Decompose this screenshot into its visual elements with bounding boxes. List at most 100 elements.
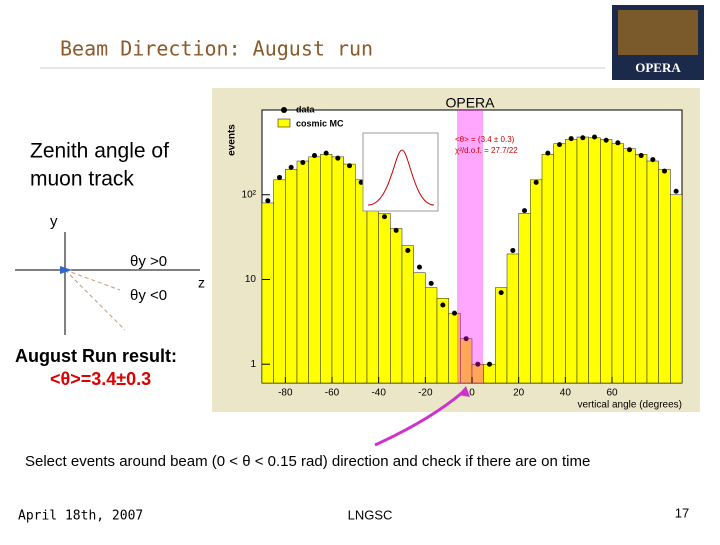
selection-band	[457, 110, 483, 383]
bar	[401, 245, 414, 384]
data-point	[522, 208, 527, 214]
x-tick-label: -80	[278, 388, 293, 399]
data-point	[545, 150, 551, 156]
data-point	[440, 302, 446, 308]
bar	[623, 148, 636, 384]
data-point	[277, 174, 282, 180]
data-point	[603, 137, 609, 143]
track-neg	[64, 269, 121, 291]
annotation: χ²/d.o.f. = 27.7/22	[455, 146, 518, 155]
legend-swatch	[277, 118, 291, 128]
bar	[576, 136, 589, 384]
x-tick-label: 20	[513, 388, 525, 399]
venue: LNGSC	[348, 507, 393, 522]
data-point	[335, 155, 341, 161]
data-point	[452, 310, 457, 316]
data-point	[510, 247, 516, 253]
data-point	[498, 290, 504, 296]
bar	[483, 363, 496, 384]
data-point	[358, 179, 364, 185]
data-point	[428, 280, 434, 286]
bar	[553, 143, 566, 384]
data-point	[405, 247, 411, 253]
bar	[296, 160, 309, 384]
data-point	[393, 227, 399, 233]
caption: Select events around beam (0 < θ < 0.15 …	[25, 453, 590, 470]
bar	[331, 156, 344, 384]
y-tick-label: 10²	[242, 189, 257, 200]
data-point	[417, 264, 422, 270]
y-tick-label: 10	[245, 274, 257, 285]
data-point	[662, 168, 667, 174]
x-tick-label: -20	[418, 388, 433, 399]
histogram: data cosmic MC -80 -60 -40 -20 0 20 40 60 1 10 10² ve…	[227, 104, 683, 411]
data-point	[615, 140, 621, 146]
x-tick-label: -40	[371, 388, 386, 399]
zenith-line: Zenith angle of	[30, 140, 169, 163]
bar	[413, 272, 426, 384]
x-axis-label: vertical angle (degrees)	[578, 400, 683, 411]
date: April 18th, 2007	[18, 509, 143, 524]
data-point	[592, 134, 597, 140]
bar	[366, 194, 379, 384]
x-tick-label: 40	[560, 388, 572, 399]
bar	[588, 137, 601, 384]
bar	[495, 287, 508, 384]
data-point	[347, 163, 352, 169]
slide-title: Beam Direction: August run	[60, 37, 373, 61]
bar	[541, 154, 554, 384]
axis-y-label: y	[50, 213, 58, 230]
bar	[658, 168, 671, 384]
data-point	[288, 164, 294, 170]
result-title: August Run result:	[15, 346, 177, 366]
bar	[611, 143, 624, 384]
bar	[285, 168, 298, 384]
zenith-line: muon track	[30, 168, 134, 191]
bar	[518, 213, 531, 384]
x-tick-label: -60	[325, 388, 340, 399]
data-point	[638, 153, 644, 159]
bar	[425, 287, 438, 384]
bar	[506, 253, 519, 384]
inset-curve	[367, 149, 435, 206]
annotation: <θ> = (3.4 ± 0.3)	[455, 135, 515, 144]
data-point	[487, 361, 492, 367]
plot-label: OPERA	[445, 95, 495, 111]
bar	[670, 194, 683, 384]
inset	[362, 132, 439, 212]
legend-marker	[281, 107, 287, 113]
data-point	[300, 160, 306, 166]
logo-image	[618, 10, 698, 55]
bar	[320, 154, 333, 384]
bar	[378, 213, 391, 384]
legend-label: data	[296, 104, 316, 114]
bar	[565, 139, 578, 384]
track-neg	[64, 269, 126, 331]
arrow-head	[60, 266, 72, 274]
result-value: <θ>=3.4±0.3	[50, 369, 151, 389]
theta-pos: θy >0	[130, 253, 167, 270]
caption-arrow-head	[458, 386, 470, 397]
data-point	[650, 157, 656, 163]
bar	[273, 179, 286, 384]
y-axis-label: events	[227, 124, 238, 156]
bar	[261, 202, 274, 384]
axis-z-label: z	[198, 275, 205, 291]
data-point	[673, 188, 679, 194]
bar	[308, 156, 321, 384]
bar	[600, 139, 613, 384]
data-point	[323, 150, 329, 156]
bar	[635, 154, 648, 384]
data-point	[475, 361, 481, 367]
data-point	[265, 198, 271, 204]
bar	[390, 228, 403, 384]
bar	[646, 160, 659, 384]
bar	[530, 179, 543, 384]
x-tick-label: 60	[606, 388, 618, 399]
data-point	[382, 214, 387, 220]
data-point	[533, 179, 539, 185]
data-point	[463, 336, 469, 342]
x-tick-label: 0	[469, 388, 475, 399]
data-point	[557, 142, 562, 148]
